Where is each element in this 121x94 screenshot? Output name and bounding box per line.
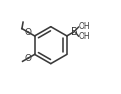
Text: O: O bbox=[25, 54, 32, 63]
Text: O: O bbox=[25, 28, 32, 37]
Text: B: B bbox=[71, 27, 78, 37]
Text: OH: OH bbox=[79, 22, 90, 31]
Text: OH: OH bbox=[79, 32, 90, 41]
